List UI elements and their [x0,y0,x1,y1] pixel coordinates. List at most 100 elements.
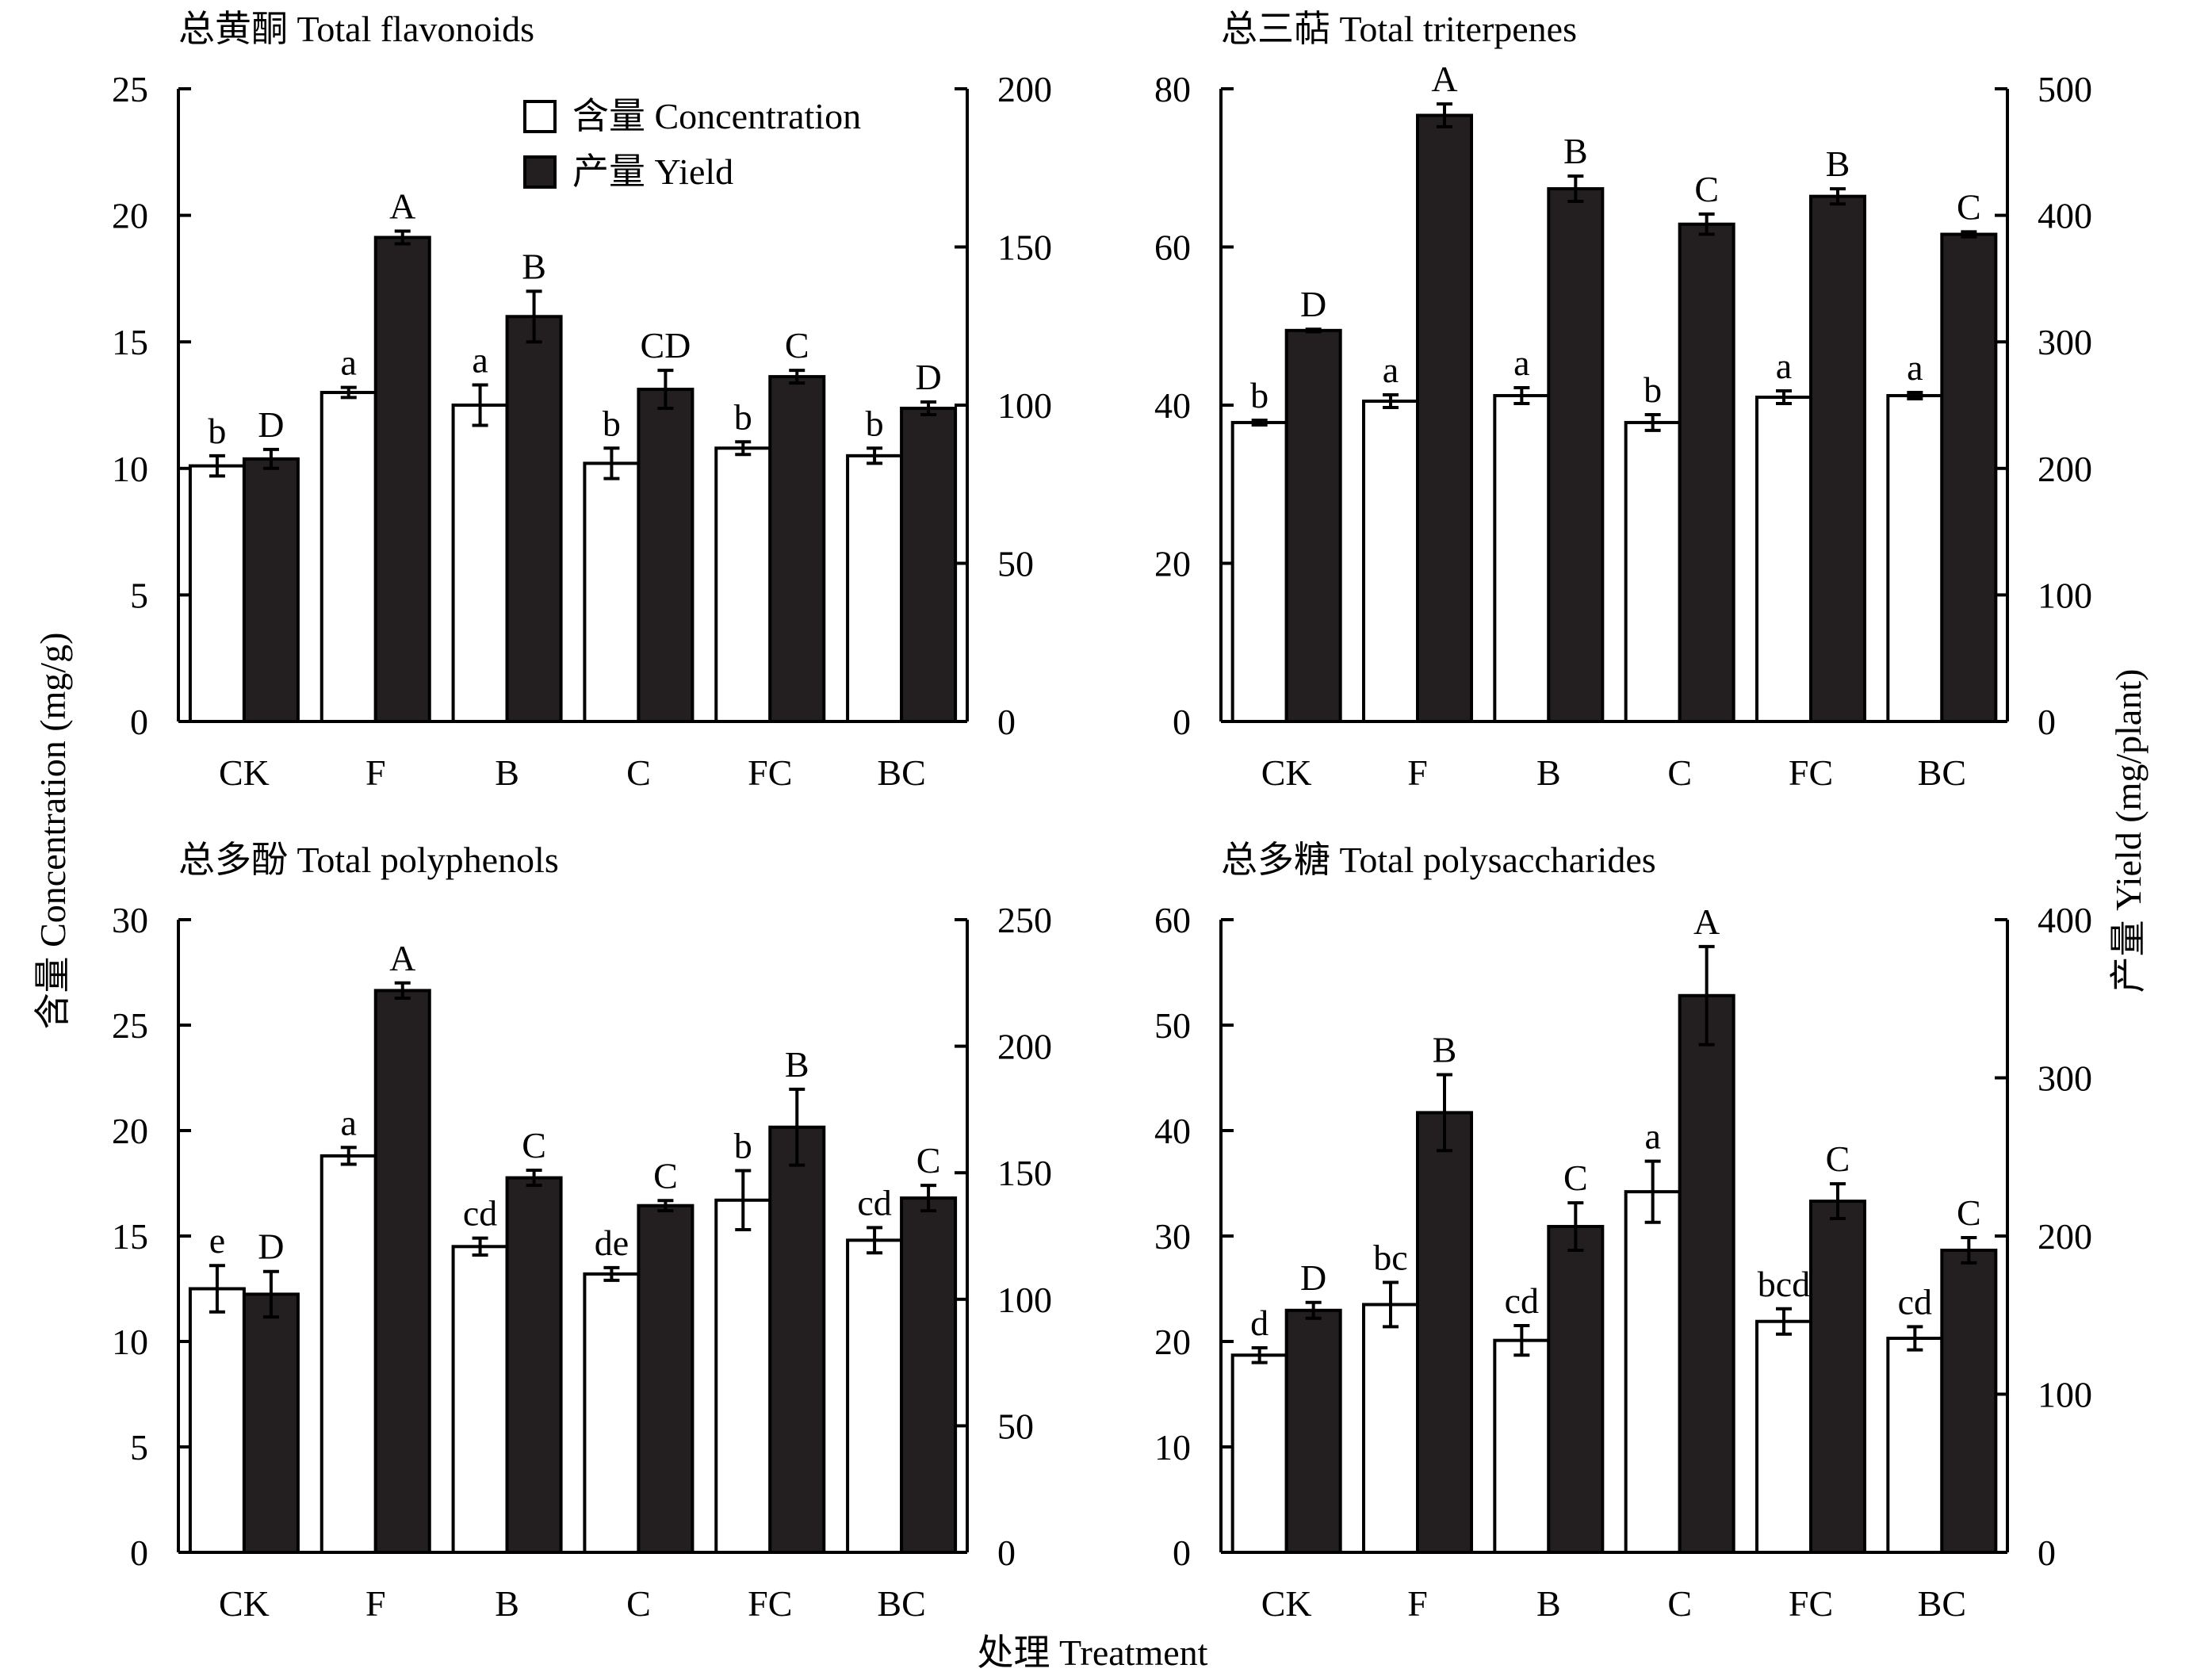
panel-title-polysaccharides: 总多糖 Total polysaccharides [1221,840,1656,880]
x-tick-label: C [1667,752,1692,793]
significance-label-yield: D [915,357,941,397]
bar-concentration-c [1624,420,1682,723]
panels: 总黄酮 Total flavonoids05101520250501001502… [112,9,2092,1624]
y-right-axis-label: 产量 Yield (mg/plant) [2108,669,2149,993]
y-left-tick-label: 60 [1154,900,1191,940]
bar-concentration-fc [714,446,772,723]
y-left-tick-label: 20 [1154,1322,1191,1362]
bar-yield-c [637,1204,695,1555]
bar-yield-b [1547,187,1605,724]
significance-label-yield: A [389,186,415,227]
significance-label-concentration: a [1907,347,1923,388]
legend-swatch-yield [523,155,557,189]
bar-yield-fc [1809,194,1866,724]
bar-yield-f [1416,113,1473,724]
bar-concentration-bc [1886,1337,1944,1554]
y-left-tick-label: 25 [112,1005,148,1046]
bar-yield-c [1678,993,1735,1554]
bar-concentration-ck [1230,1353,1288,1555]
bar-concentration-c [1624,1190,1682,1554]
x-tick-label: FC [748,1583,792,1624]
y-right-tick-label: 0 [997,702,1016,742]
category-group-c: bC [1624,169,1735,724]
category-group-f: aA [1362,59,1473,724]
x-tick-label: BC [1918,1583,1966,1624]
significance-label-concentration: d [1250,1303,1269,1343]
x-tick-label: B [1536,1583,1561,1624]
x-tick-label: CK [219,1583,270,1624]
global-labels: 含量 Concentration (mg/g) 产量 Yield (mg/pla… [33,633,2149,1673]
y-right-tick-label: 300 [2038,322,2092,362]
x-tick-label: FC [1789,752,1833,793]
significance-label-yield: A [1693,901,1720,942]
significance-label-yield: A [389,938,415,978]
bar-yield-bc [900,1196,958,1554]
significance-label-concentration: bcd [1758,1264,1810,1304]
bar-yield-c [1678,222,1735,724]
bar-concentration-fc [1755,396,1812,723]
bar-yield-bc [1940,232,1998,724]
category-group-ck: dD [1230,1257,1342,1555]
significance-label-concentration: b [603,403,621,443]
y-left-tick-label: 20 [112,1111,148,1151]
bar-yield-c [637,388,695,723]
significance-label-yield: B [522,246,546,286]
legend: 含量 Concentration 产量 Yield [523,96,861,192]
significance-label-yield: C [522,1125,546,1165]
x-tick-label: B [495,1583,519,1624]
bar-yield-bc [1940,1248,1998,1554]
panel-title-triterpenes: 总三萜 Total triterpenes [1221,9,1577,49]
y-left-tick-label: 20 [1154,544,1191,584]
panel-polysaccharides: 总多糖 Total polysaccharides 0 10 20 30 40 50 60 0 1… [1154,840,2092,1624]
bar-yield-fc [768,375,826,723]
bar-concentration-b [451,1245,509,1555]
significance-label-concentration: cd [1898,1281,1932,1322]
significance-label-concentration: cd [857,1182,891,1223]
significance-label-yield: C [1563,1158,1588,1198]
category-group-b: aB [451,246,563,723]
bar-concentration-ck [188,464,246,723]
y-right-tick-label: 150 [997,228,1052,268]
bar-yield-f [373,989,431,1554]
y-right-tick-label: 400 [2038,196,2092,236]
x-tick-label: C [626,1583,651,1624]
x-tick-label: B [1536,752,1561,793]
significance-label-yield: C [1694,169,1719,209]
category-group-f: aA [320,938,431,1555]
y-left-tick-label: 25 [112,69,148,109]
category-group-fc: bC [714,325,826,723]
bar-concentration-ck [188,1287,246,1554]
y-left-axis-label: 含量 Concentration (mg/g) [33,633,73,1030]
bar-yield-bc [900,406,958,723]
bar-concentration-bc [846,453,904,724]
bar-concentration-c [583,1272,641,1554]
y-left-tick-label: 40 [1154,1111,1191,1151]
bar-concentration-bc [846,1238,904,1554]
significance-label-yield: CD [640,325,691,365]
bar-yield-f [1416,1111,1473,1554]
category-group-bc: cd C [846,1140,958,1554]
x-tick-label: BC [1918,752,1966,793]
x-axis-label: 处理 Treatment [978,1632,1208,1673]
bar-yield-b [1547,1225,1605,1555]
y-right-tick-label: 100 [2038,575,2092,615]
y-right-tick-label: 50 [997,1406,1034,1446]
category-group-f: bc B [1362,1030,1473,1554]
y-right-tick-label: 200 [997,69,1052,109]
significance-label-yield: D [1300,1257,1326,1298]
bar-concentration-fc [714,1198,772,1555]
y-left-tick-label: 0 [1173,702,1191,742]
y-right-tick-label: 100 [997,1280,1052,1320]
significance-label-concentration: a [472,339,488,380]
category-group-ck: bD [1230,284,1342,723]
y-left-tick-label: 40 [1154,385,1191,426]
bar-concentration-b [1493,1338,1551,1555]
y-right-tick-label: 0 [997,1533,1016,1573]
significance-label-yield: B [1563,131,1588,171]
category-group-b: aB [1493,131,1605,724]
significance-label-concentration: a [341,343,357,383]
x-tick-label: FC [748,752,792,793]
significance-label-yield: D [258,404,284,445]
